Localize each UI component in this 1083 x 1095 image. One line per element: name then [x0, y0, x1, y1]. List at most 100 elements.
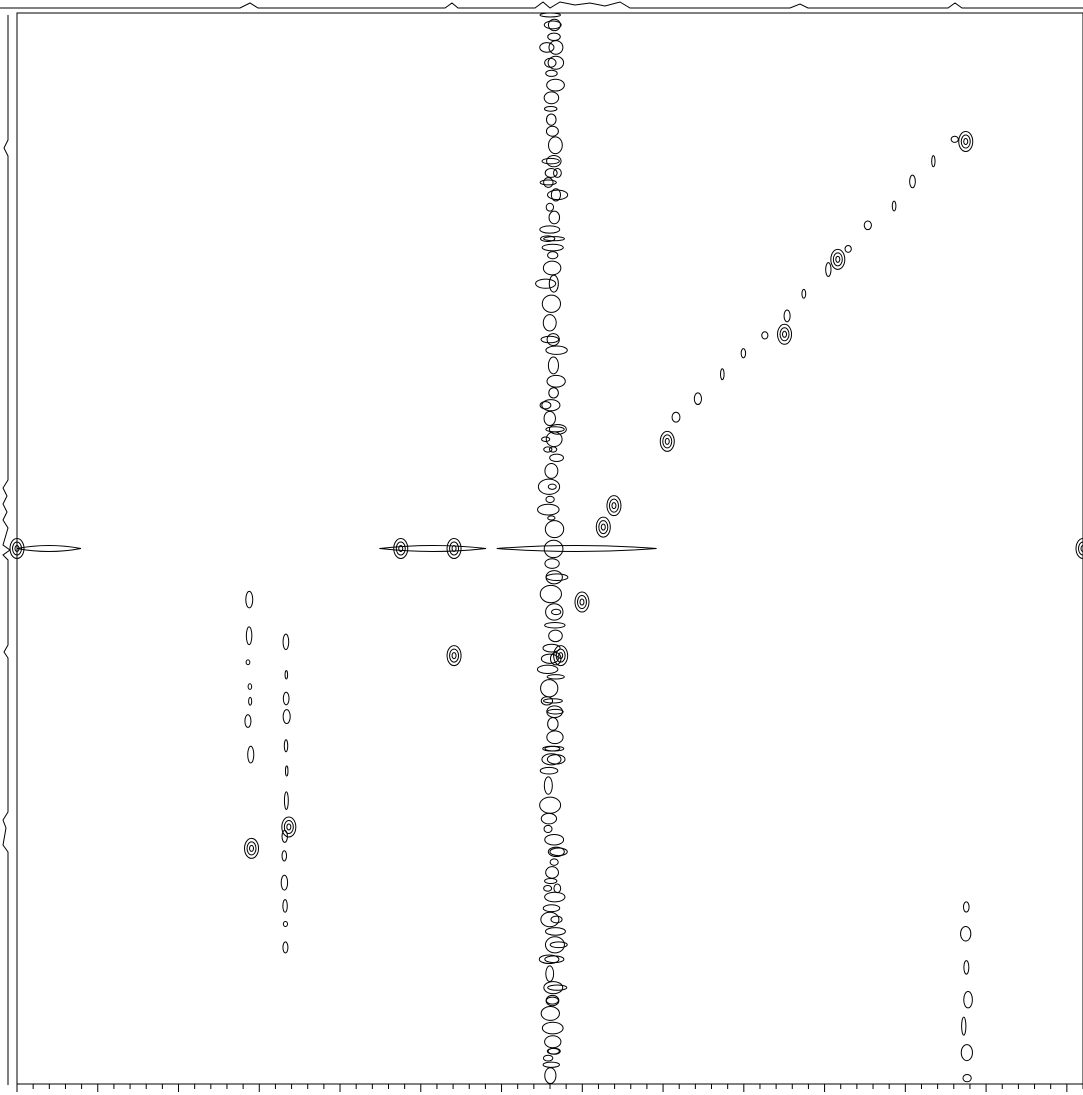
contour-segment [548, 210, 561, 225]
peak-p9 [606, 495, 622, 517]
contour-segment [547, 984, 568, 991]
peak-contour [9, 538, 25, 559]
contour-segment [539, 12, 561, 18]
contour-segment [280, 874, 289, 891]
contour-segment [542, 904, 561, 913]
left-projection-trace [2, 15, 11, 1085]
peak-contour [963, 138, 969, 146]
diagonal-peaks [671, 135, 959, 423]
peak-contour [12, 541, 22, 556]
diagonal-contour [693, 392, 702, 406]
contour-segment [284, 765, 289, 777]
contour-segment [541, 294, 562, 313]
contour-segment [547, 1047, 561, 1055]
contour-segment [536, 664, 559, 674]
peak-contour [600, 523, 606, 531]
contour-segment [537, 503, 560, 516]
peak-contour [281, 816, 297, 838]
contour-segment [543, 20, 562, 30]
contour-segment [549, 453, 564, 463]
peak-p12 [777, 323, 793, 345]
peak-contour [782, 330, 788, 338]
peak-p3 [281, 816, 297, 838]
diagonal-contour [801, 288, 807, 299]
contour-segment [545, 603, 564, 621]
contour-segment [544, 520, 565, 539]
contour-segment [549, 858, 559, 866]
contour-segment [541, 1021, 564, 1035]
peak-contour [835, 255, 841, 263]
streak-d [244, 590, 255, 764]
contour-segment [546, 730, 564, 745]
contour-segment [545, 996, 559, 1005]
contour-segment [282, 899, 288, 913]
peak-p8 [574, 591, 590, 613]
contour-segment [545, 113, 557, 126]
contour-segment [245, 590, 254, 609]
peak-contour [244, 837, 260, 859]
peak-contour [579, 598, 585, 606]
contour-segment [553, 167, 562, 178]
peak-contour [558, 652, 564, 660]
contour-segment [548, 629, 563, 643]
peak-contour [1075, 538, 1083, 559]
peak-contour [1080, 545, 1083, 552]
peak-contour [606, 495, 622, 517]
contour-segment [547, 251, 559, 260]
contour-segment [545, 69, 558, 77]
peak-p7 [553, 645, 569, 667]
ridge-contour [16, 545, 82, 552]
contour-segment [544, 891, 566, 903]
contour-segment [545, 345, 568, 355]
contour-segment [550, 915, 563, 924]
contour-segment [282, 941, 289, 954]
peak-p2 [244, 837, 260, 859]
contour-segment [546, 754, 566, 765]
contour-segment [548, 446, 558, 453]
peak-contour [960, 134, 971, 149]
contour-segment [550, 608, 562, 616]
contour-segment [540, 911, 560, 928]
contour-segment [961, 1016, 967, 1036]
left-projection-line [2, 15, 11, 1085]
diagonal-contour [950, 135, 959, 143]
contour-segment [282, 709, 291, 725]
ridge-contours [16, 545, 657, 552]
peak-contour [611, 502, 617, 510]
peak-contour [449, 541, 460, 556]
peak-contour [446, 645, 462, 667]
diagonal-contour [844, 245, 852, 253]
contour-segment [535, 278, 557, 289]
contour-segment [539, 401, 552, 410]
peak-contour [574, 591, 590, 613]
contour-segment [540, 335, 560, 344]
diagonal-contour [863, 220, 872, 231]
contour-segment [543, 105, 558, 112]
contour-segment [247, 745, 255, 764]
contour-segment [962, 1073, 972, 1083]
peak-contour [555, 648, 566, 663]
contour-segment [546, 374, 566, 388]
peak-contour [449, 648, 460, 663]
contour-segment [543, 91, 560, 105]
contour-segment [541, 436, 551, 442]
contour-segment [544, 622, 566, 629]
peak-contour [779, 327, 790, 342]
contour-segment [543, 236, 565, 242]
contour-segment [543, 776, 553, 795]
contour-segment [545, 573, 569, 582]
peak-contour [777, 323, 793, 345]
contour-segment [544, 57, 557, 68]
contour-segment [544, 558, 560, 569]
contour-segment [541, 157, 560, 165]
contour-segment [539, 584, 562, 604]
contour-segment [546, 333, 560, 346]
top-projection-line [0, 1, 1083, 9]
peak-contour [958, 131, 974, 153]
peak-contour [553, 645, 569, 667]
contour-segment [244, 714, 252, 728]
peak-p15 [1075, 538, 1083, 559]
contour-segment [540, 235, 556, 243]
